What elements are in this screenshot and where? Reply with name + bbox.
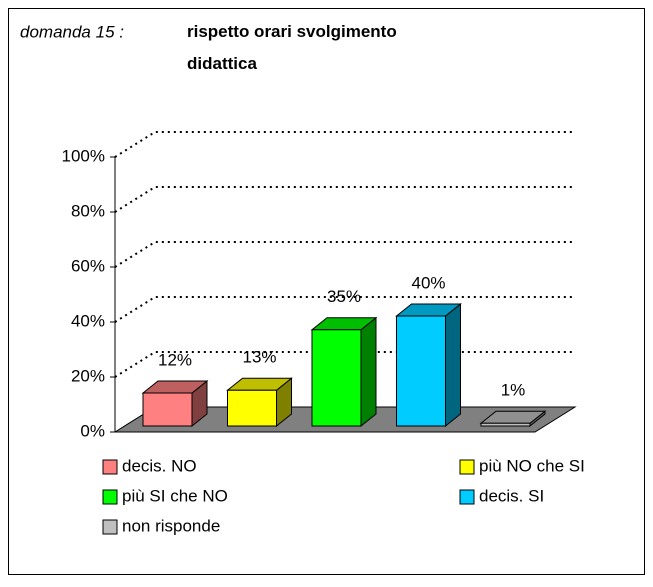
legend-swatch <box>102 459 118 475</box>
value-label: 40% <box>411 273 445 292</box>
value-label: 12% <box>158 350 192 369</box>
bar <box>480 422 531 427</box>
bar-side <box>445 302 461 428</box>
legend-label: decis. NO <box>122 456 197 475</box>
y-tick-label: 20% <box>71 366 105 385</box>
title-prefix: domanda 15 : <box>20 22 124 41</box>
value-label: 35% <box>327 287 361 306</box>
y-tick-label: 80% <box>71 201 105 220</box>
bar <box>396 315 446 427</box>
title-line: rispetto orari svolgimento didattica <box>187 22 397 73</box>
y-tick-label: 60% <box>71 256 105 275</box>
legend-label: più NO che SI <box>479 456 585 475</box>
value-label: 1% <box>501 381 526 400</box>
legend-swatch <box>459 489 475 505</box>
legend-label: non risponde <box>122 516 220 535</box>
y-tick-label: 0% <box>80 421 105 440</box>
y-tick-label: 40% <box>71 311 105 330</box>
bar <box>142 392 193 427</box>
value-label: 13% <box>242 348 276 367</box>
bar-side <box>360 316 377 428</box>
legend-label: più SI che NO <box>122 486 228 505</box>
legend-swatch <box>102 489 118 505</box>
bar <box>227 389 277 427</box>
legend-label: decis. SI <box>479 486 544 505</box>
legend-swatch <box>459 459 475 475</box>
legend-swatch <box>102 519 118 535</box>
y-tick-label: 100% <box>62 146 105 165</box>
bar <box>311 329 362 427</box>
